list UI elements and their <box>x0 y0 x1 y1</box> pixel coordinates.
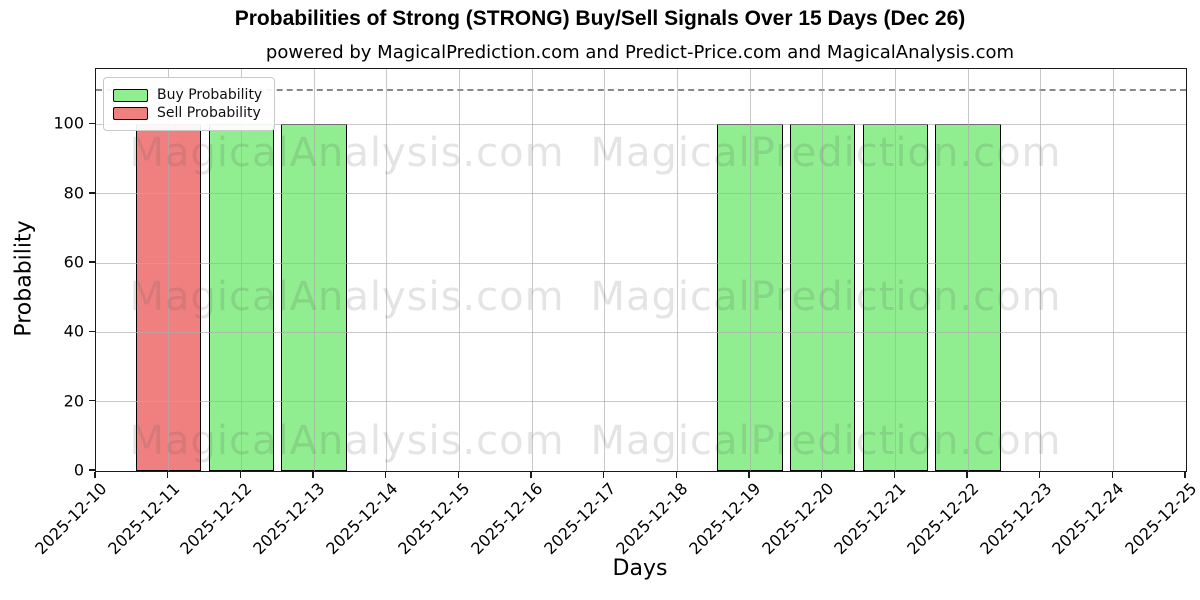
x-tick-label: 2025-12-24 <box>1048 479 1128 559</box>
x-tick-mark <box>166 472 169 478</box>
x-tick-label: 2025-12-11 <box>103 479 184 559</box>
y-tick-label: 80 <box>63 183 84 203</box>
y-tick-mark <box>89 399 95 402</box>
gridline-h <box>96 123 1186 125</box>
x-tick-label: 2025-12-15 <box>394 479 474 559</box>
gridline-v <box>168 69 170 471</box>
x-tick-label: 2025-12-21 <box>830 479 910 559</box>
y-tick-mark <box>89 469 95 471</box>
x-tick-mark <box>384 472 387 478</box>
y-tick-mark <box>89 261 95 263</box>
chart-title: Probabilities of Strong (STRONG) Buy/Sel… <box>234 7 966 30</box>
y-tick-label: 100 <box>53 113 84 133</box>
plot-area: Buy Probability Sell Probability MagicalA… <box>95 68 1187 472</box>
watermark-text: MagicalPrediction.com <box>590 130 1062 176</box>
y-tick-label: 60 <box>63 252 84 272</box>
watermark-text: MagicalPrediction.com <box>590 274 1062 320</box>
legend-label: Buy Probability <box>157 87 263 103</box>
x-tick-mark <box>312 472 314 478</box>
gridline-v <box>313 69 315 471</box>
x-tick-mark <box>893 472 896 478</box>
gridline-v <box>1040 69 1042 471</box>
x-tick-mark <box>1038 472 1041 478</box>
x-tick-label: 2025-12-25 <box>1121 479 1200 559</box>
gridline-v <box>531 69 533 471</box>
x-tick-mark <box>602 472 605 478</box>
y-tick-label: 0 <box>73 460 84 480</box>
x-tick-label: 2025-12-10 <box>31 479 111 559</box>
x-tick-label: 2025-12-12 <box>176 479 256 559</box>
x-tick-label: 2025-12-23 <box>975 479 1056 559</box>
y-tick-label: 40 <box>63 321 84 341</box>
watermark-text: MagicalPrediction.com <box>590 418 1062 464</box>
chart-subtitle: powered by MagicalPrediction.com and Pre… <box>265 42 1015 63</box>
gridline-h <box>96 262 1186 264</box>
x-tick-mark <box>966 472 968 478</box>
x-tick-mark <box>94 472 96 478</box>
gridline-v <box>894 69 896 471</box>
legend-swatch <box>113 88 148 102</box>
gridline-v <box>386 69 388 471</box>
y-axis-label: Probability <box>11 220 37 337</box>
gridline-v <box>458 69 460 471</box>
x-tick-mark <box>748 472 750 478</box>
watermark-text: MagicalAnalysis.com <box>129 274 565 320</box>
x-tick-label: 2025-12-18 <box>612 479 692 559</box>
legend-label: Sell Probability <box>157 105 261 121</box>
legend-swatch <box>113 106 148 120</box>
watermark-text: MagicalAnalysis.com <box>129 130 565 176</box>
y-tick-mark <box>89 192 95 194</box>
y-tick-label: 20 <box>63 391 84 411</box>
gridline-h <box>96 331 1186 333</box>
x-tick-label: 2025-12-22 <box>903 479 983 559</box>
x-tick-mark <box>457 472 460 478</box>
threshold-dashed-line <box>96 88 1186 91</box>
gridline-v <box>967 69 969 471</box>
gridline-h <box>96 193 1186 195</box>
gridline-v <box>240 69 242 471</box>
watermark-text: MagicalAnalysis.com <box>129 418 565 464</box>
x-tick-label: 2025-12-13 <box>249 479 329 559</box>
x-axis-label: Days <box>612 556 668 581</box>
x-tick-mark <box>675 472 678 478</box>
y-tick-mark <box>89 122 95 125</box>
x-tick-mark <box>1184 472 1186 478</box>
y-tick-mark <box>89 330 95 333</box>
x-tick-label: 2025-12-19 <box>685 479 765 559</box>
legend-item: Sell Probability <box>113 105 262 121</box>
legend: Buy Probability Sell Probability <box>103 77 276 131</box>
x-tick-label: 2025-12-20 <box>757 479 838 559</box>
gridline-v <box>749 69 751 471</box>
gridline-v <box>822 69 824 471</box>
legend-item: Buy Probability <box>113 87 262 103</box>
x-tick-mark <box>239 472 242 478</box>
gridline-v <box>1112 69 1114 471</box>
x-tick-label: 2025-12-14 <box>321 479 402 559</box>
x-tick-mark <box>820 472 823 478</box>
gridline-v <box>604 69 606 471</box>
x-tick-label: 2025-12-16 <box>467 479 547 559</box>
x-tick-mark <box>1111 472 1114 478</box>
gridline-v <box>676 69 678 471</box>
x-tick-label: 2025-12-17 <box>539 479 620 559</box>
x-tick-mark <box>530 472 532 478</box>
gridline-h <box>96 401 1186 403</box>
